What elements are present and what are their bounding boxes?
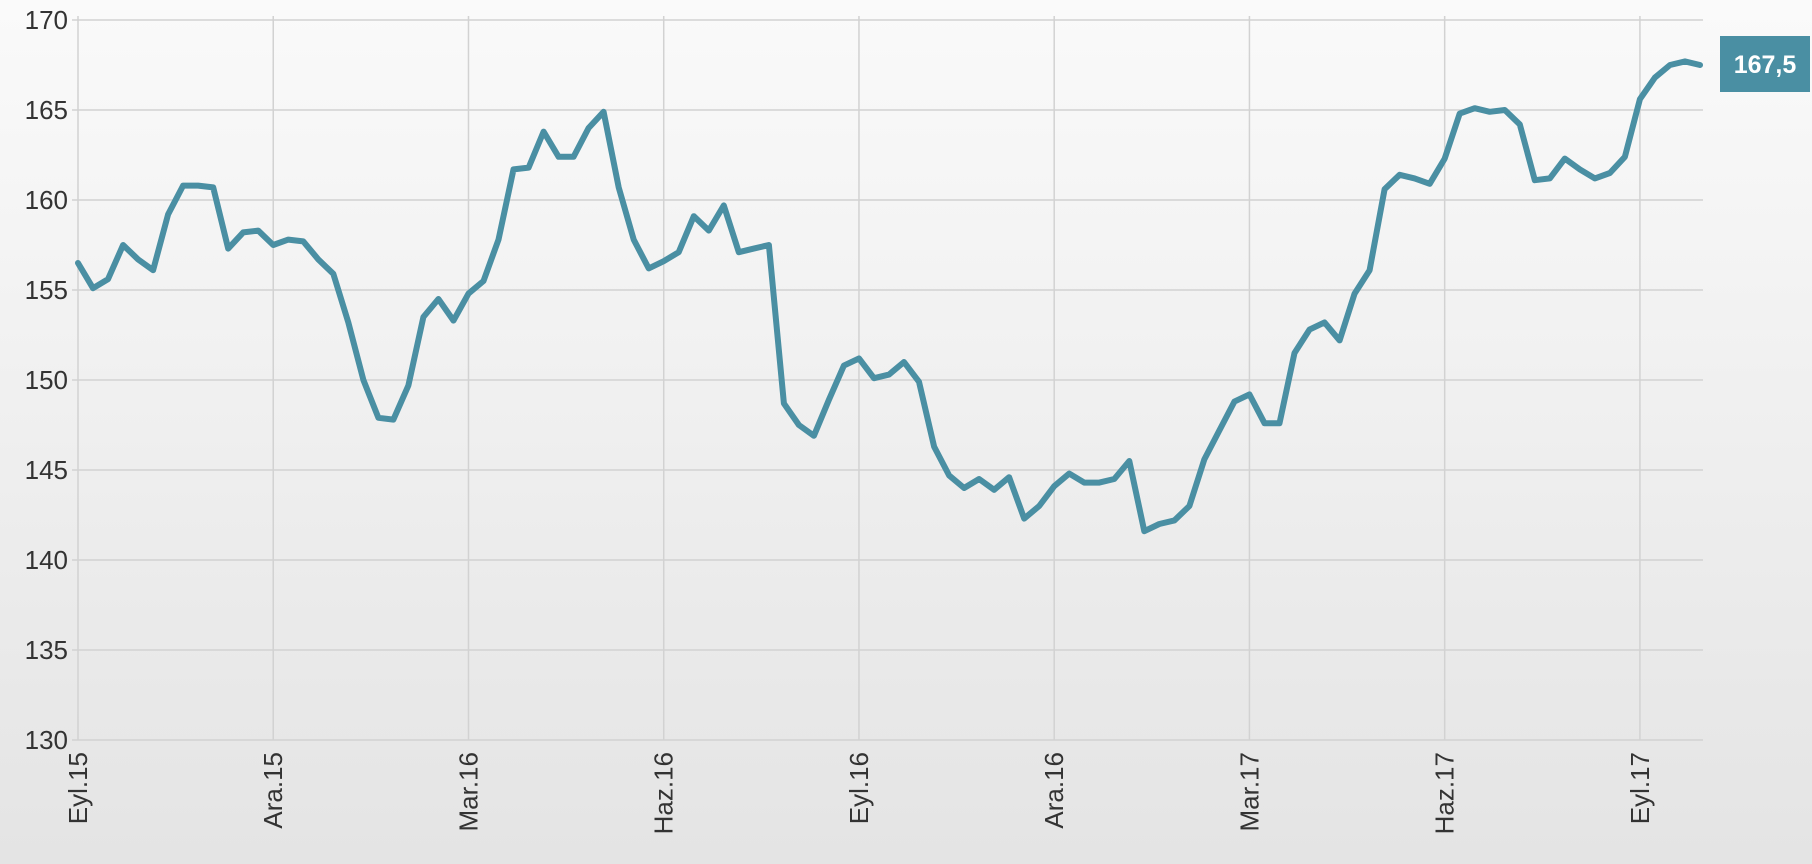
y-tick-label: 130 <box>25 725 68 755</box>
x-tick-label: Haz.16 <box>649 752 679 834</box>
last-value-badge: 167,5 <box>1720 36 1810 92</box>
x-tick-label: Eyl.16 <box>844 752 874 824</box>
last-value-label: 167,5 <box>1734 51 1797 79</box>
x-tick-label: Mar.17 <box>1234 752 1264 832</box>
x-tick-label: Eyl.15 <box>63 752 93 824</box>
y-tick-label: 135 <box>25 635 68 665</box>
x-axis-tick-labels: Eyl.15 Ara.15 Mar.16 Haz.16 Eyl.16 Ara.16 Mar.… <box>63 752 1655 834</box>
x-tick-label: Ara.16 <box>1039 752 1069 829</box>
x-gridlines <box>77 16 1641 740</box>
y-axis-tick-labels: 130 135 140 145 150 155 160 165 170 <box>25 5 68 755</box>
y-gridlines <box>72 19 1703 741</box>
x-tick-label: Ara.15 <box>258 752 288 829</box>
x-tick-label: Haz.17 <box>1430 752 1460 834</box>
y-tick-label: 140 <box>25 545 68 575</box>
x-tick-label: Eyl.17 <box>1625 752 1655 824</box>
y-tick-label: 145 <box>25 455 68 485</box>
y-tick-label: 170 <box>25 5 68 35</box>
x-tick-label: Mar.16 <box>453 752 483 832</box>
y-tick-label: 150 <box>25 365 68 395</box>
last-value-badge-background <box>1720 36 1810 92</box>
y-tick-label: 165 <box>25 95 68 125</box>
series-line <box>75 58 1703 535</box>
y-tick-label: 160 <box>25 185 68 215</box>
y-tick-label: 155 <box>25 275 68 305</box>
